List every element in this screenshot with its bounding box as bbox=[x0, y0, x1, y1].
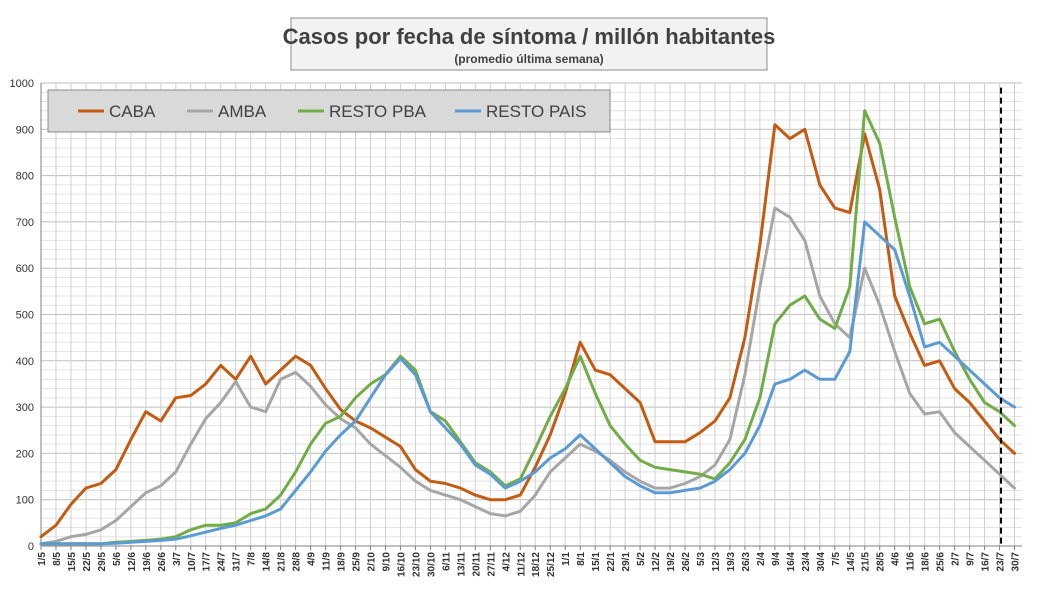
chart-title: Casos por fecha de síntoma / millón habi… bbox=[283, 24, 776, 49]
x-tick-label: 23/10 bbox=[411, 552, 422, 577]
legend: CABA AMBA RESTO PBA RESTO PAIS bbox=[47, 89, 611, 133]
y-tick-label: 700 bbox=[16, 217, 34, 229]
x-tick-label: 30/7 bbox=[1011, 552, 1022, 572]
x-tick-label: 7/5 bbox=[831, 552, 842, 566]
x-tick-label: 14/8 bbox=[262, 552, 273, 572]
x-tick-label: 15/1 bbox=[591, 552, 602, 572]
x-tick-label: 22/5 bbox=[82, 552, 93, 572]
chart-title-box: Casos por fecha de síntoma / millón habi… bbox=[283, 17, 776, 71]
x-tick-label: 2/4 bbox=[756, 552, 767, 566]
legend-label-amba: AMBA bbox=[218, 102, 267, 121]
x-tick-label: 17/7 bbox=[202, 552, 213, 572]
x-tick-label: 9/4 bbox=[771, 552, 782, 566]
x-tick-label: 10/7 bbox=[187, 552, 198, 572]
x-tick-label: 12/3 bbox=[711, 552, 722, 572]
x-tick-label: 21/8 bbox=[277, 552, 288, 572]
x-tick-label: 15/5 bbox=[67, 552, 78, 572]
x-tick-label: 4/9 bbox=[307, 552, 318, 566]
x-tick-label: 16/7 bbox=[981, 552, 992, 572]
x-tick-label: 12/2 bbox=[651, 552, 662, 572]
y-tick-label: 900 bbox=[16, 124, 34, 136]
x-tick-label: 4/12 bbox=[501, 552, 512, 572]
x-tick-label: 16/4 bbox=[786, 552, 797, 572]
series-line-resto-pba bbox=[39, 109, 1016, 546]
x-tick-label: 30/4 bbox=[816, 552, 827, 572]
series-line-caba bbox=[39, 123, 1016, 539]
x-tick-label: 8/1 bbox=[576, 552, 587, 566]
x-tick-label: 25/6 bbox=[936, 552, 947, 572]
legend-label-caba: CABA bbox=[109, 102, 156, 121]
y-tick-label: 1000 bbox=[10, 78, 34, 90]
x-tick-label: 27/11 bbox=[486, 552, 497, 577]
series-layer bbox=[39, 109, 1016, 546]
x-tick-label: 26/3 bbox=[741, 552, 752, 572]
x-tick-label: 1/5 bbox=[37, 552, 48, 566]
x-tick-label: 3/7 bbox=[172, 552, 183, 566]
x-tick-label: 29/5 bbox=[97, 552, 108, 572]
x-tick-label: 23/4 bbox=[801, 552, 812, 572]
x-tick-label: 19/3 bbox=[726, 552, 737, 572]
x-tick-label: 4/6 bbox=[891, 552, 902, 566]
x-tick-label: 18/9 bbox=[337, 552, 348, 572]
x-tick-label: 18/6 bbox=[921, 552, 932, 572]
y-tick-label: 100 bbox=[16, 495, 34, 507]
axis-layer: 0 100 200 300 400 500 600 700 800 900 1000 1/5 8/5 15… bbox=[10, 78, 1022, 577]
x-tick-label: 24/7 bbox=[217, 552, 228, 572]
y-tick-label: 200 bbox=[16, 448, 34, 460]
x-tick-label: 25/12 bbox=[546, 552, 557, 577]
x-tick-label: 8/5 bbox=[52, 552, 63, 566]
x-tick-label: 11/6 bbox=[906, 552, 917, 571]
x-tick-label: 12/6 bbox=[127, 552, 138, 572]
x-tick-label: 14/5 bbox=[846, 552, 857, 572]
x-tick-label: 9/7 bbox=[966, 552, 977, 566]
x-tick-label: 28/5 bbox=[876, 552, 887, 572]
x-tick-label: 29/1 bbox=[621, 552, 632, 572]
x-tick-label: 26/6 bbox=[157, 552, 168, 572]
x-tick-label: 13/11 bbox=[456, 552, 467, 577]
x-tick-label: 22/1 bbox=[606, 552, 617, 572]
legend-label-resto-pba: RESTO PBA bbox=[329, 102, 427, 121]
x-tick-label: 1/1 bbox=[561, 552, 572, 566]
x-tick-label: 20/11 bbox=[471, 552, 482, 577]
y-tick-label: 500 bbox=[16, 310, 34, 322]
x-tick-label: 19/2 bbox=[666, 552, 677, 572]
x-tick-label: 6/11 bbox=[441, 552, 452, 571]
x-tick-label: 23/7 bbox=[996, 552, 1007, 572]
x-tick-label: 5/3 bbox=[696, 552, 707, 566]
x-tick-label: 31/7 bbox=[232, 552, 243, 572]
y-tick-label: 300 bbox=[16, 402, 34, 414]
x-tick-label: 2/10 bbox=[366, 552, 377, 572]
y-tick-label: 0 bbox=[28, 541, 34, 553]
x-tick-label: 18/12 bbox=[531, 552, 542, 577]
x-tick-label: 11/12 bbox=[516, 552, 527, 577]
x-tick-label: 9/10 bbox=[381, 552, 392, 572]
x-tick-label: 11/9 bbox=[322, 552, 333, 571]
legend-label-resto-pais: RESTO PAIS bbox=[486, 102, 586, 121]
y-tick-label: 800 bbox=[16, 171, 34, 183]
x-tick-label: 25/9 bbox=[352, 552, 363, 572]
x-tick-label: 26/2 bbox=[681, 552, 692, 572]
x-tick-label: 30/10 bbox=[426, 552, 437, 577]
y-tick-label: 400 bbox=[16, 356, 34, 368]
x-tick-label: 19/6 bbox=[142, 552, 153, 572]
x-tick-label: 16/10 bbox=[396, 552, 407, 577]
x-tick-label: 21/5 bbox=[861, 552, 872, 572]
x-tick-label: 5/6 bbox=[112, 552, 123, 566]
series-line-resto-pais bbox=[39, 220, 1016, 546]
x-tick-label: 28/8 bbox=[292, 552, 303, 572]
x-tick-label: 5/2 bbox=[636, 552, 647, 566]
x-tick-label: 2/7 bbox=[951, 552, 962, 566]
chart-subtitle: (promedio última semana) bbox=[454, 52, 603, 66]
x-tick-label: 7/8 bbox=[247, 552, 258, 566]
y-tick-label: 600 bbox=[16, 263, 34, 275]
